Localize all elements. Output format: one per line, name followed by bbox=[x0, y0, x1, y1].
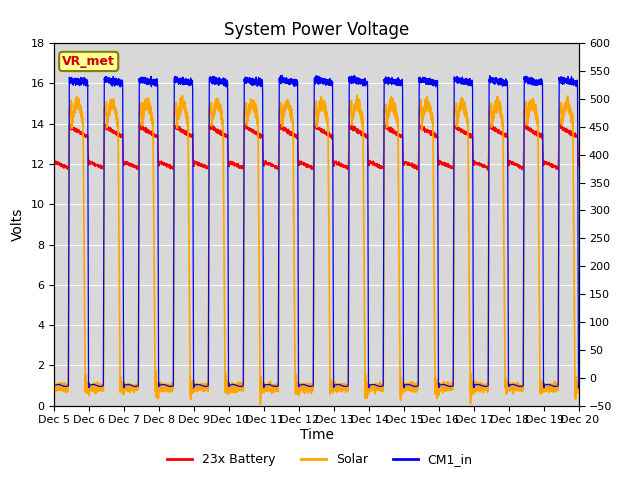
Title: System Power Voltage: System Power Voltage bbox=[224, 21, 410, 39]
Text: VR_met: VR_met bbox=[62, 55, 115, 68]
Y-axis label: Volts: Volts bbox=[11, 208, 25, 241]
X-axis label: Time: Time bbox=[300, 428, 334, 442]
Legend: 23x Battery, Solar, CM1_in: 23x Battery, Solar, CM1_in bbox=[163, 448, 477, 471]
